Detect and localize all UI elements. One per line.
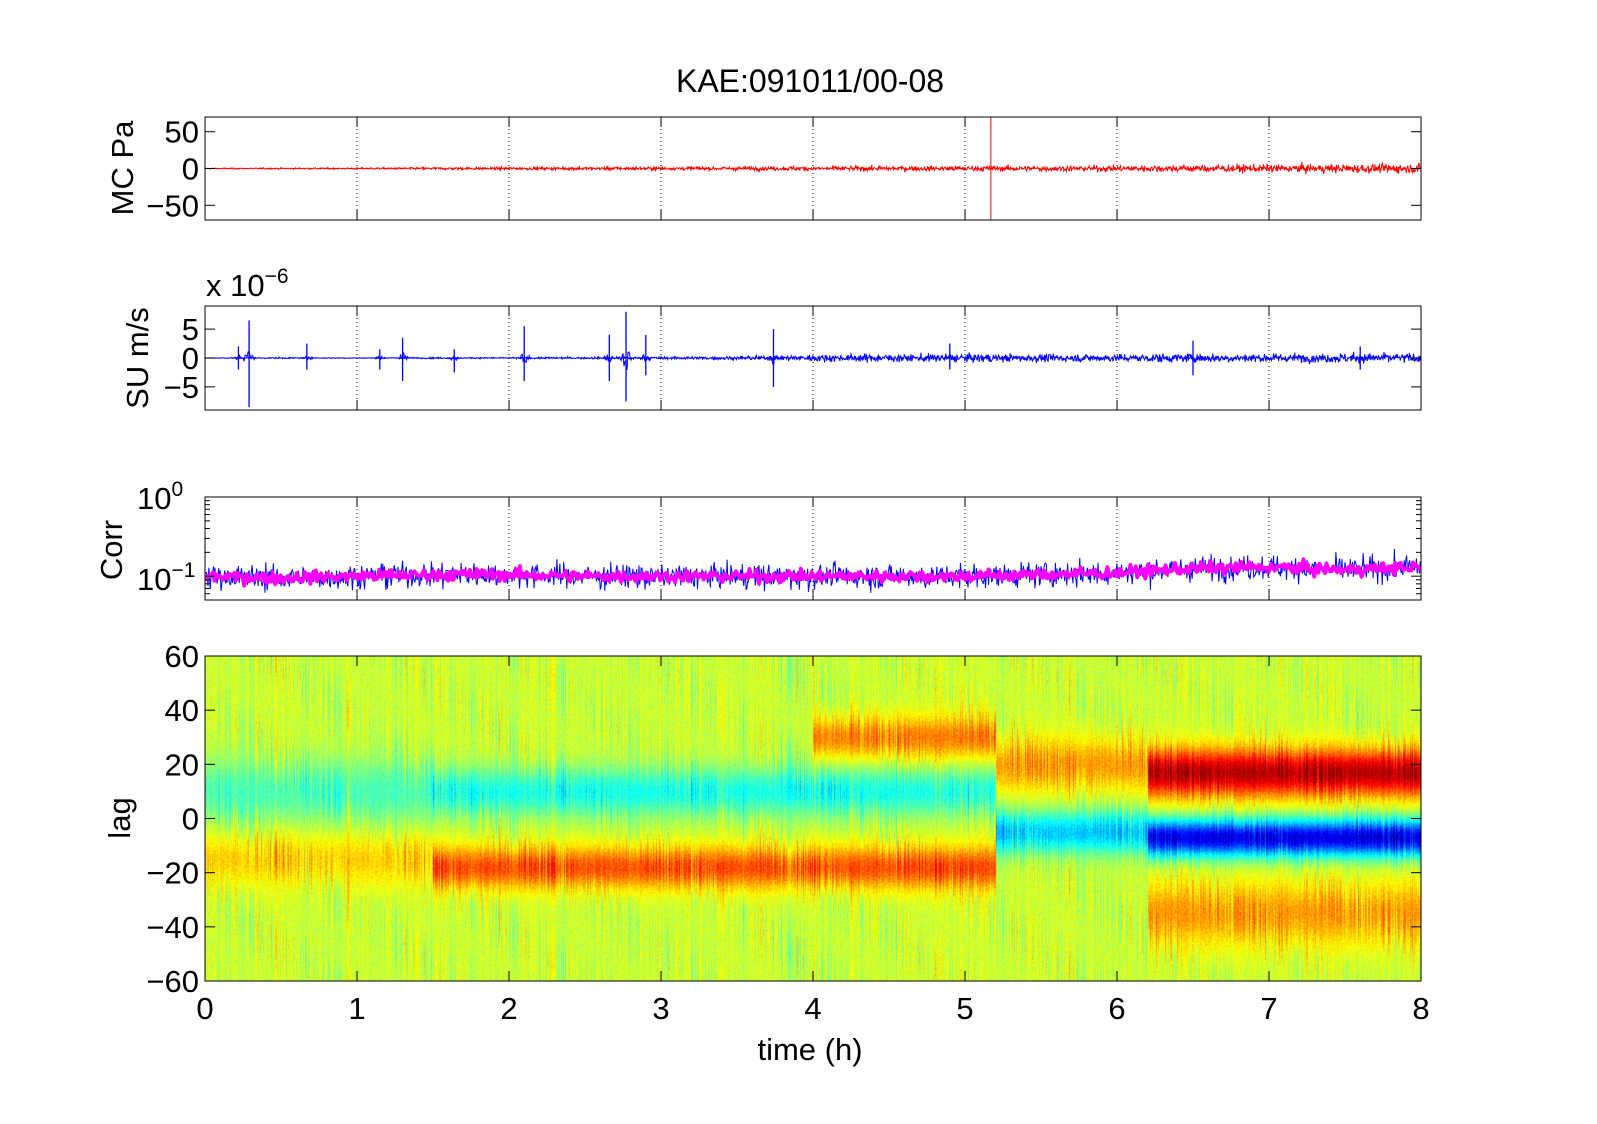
y-tick-label: 5 bbox=[182, 312, 199, 347]
lag-panel: −60 −40 −20 0 20 40 60 0 1 2 3 4 5 6 7 8 lag time (h) bbox=[102, 639, 1430, 1067]
su-burst-wiggle bbox=[300, 355, 314, 361]
y-tick-label: −40 bbox=[146, 910, 199, 945]
x-tick-label: 7 bbox=[1260, 991, 1277, 1026]
su-burst-wiggle bbox=[619, 351, 633, 371]
su-plot-area bbox=[205, 311, 1421, 408]
y-tick-label: 20 bbox=[165, 747, 199, 782]
x-tick-label: 4 bbox=[804, 991, 821, 1026]
y-tick-label: −5 bbox=[164, 370, 199, 405]
lag-heatmap-container bbox=[205, 656, 1421, 981]
su-burst-wiggle bbox=[602, 354, 616, 363]
su-ticks: −505 bbox=[164, 306, 1422, 410]
y-tick-label: 60 bbox=[165, 639, 199, 674]
figure-title: KAE:091011/00-08 bbox=[676, 63, 944, 99]
mc-pressure-trace bbox=[205, 161, 1421, 175]
su-burst-wiggle bbox=[1353, 354, 1367, 361]
y-tick-label: 0 bbox=[182, 152, 199, 187]
corr-ytick-label-bottom: 10−1 bbox=[137, 559, 195, 597]
su-burst-wiggle bbox=[517, 353, 531, 363]
y-tick-label: 0 bbox=[182, 341, 199, 376]
lag-xlabel: time (h) bbox=[757, 1032, 862, 1067]
corr-plot-area bbox=[205, 548, 1421, 593]
corr-ytick-label-top: 100 bbox=[137, 478, 183, 516]
su-burst-wiggle bbox=[373, 355, 387, 361]
x-tick-label: 1 bbox=[348, 991, 365, 1026]
su-burst-wiggle bbox=[396, 352, 409, 362]
x-tick-label: 5 bbox=[956, 991, 973, 1026]
corr-ylabel: Corr bbox=[94, 520, 129, 580]
su-burst-wiggle bbox=[943, 356, 957, 360]
corr-panel: 100 10−1 Corr bbox=[94, 478, 1422, 601]
su-burst-wiggle bbox=[232, 354, 245, 363]
y-tick-label: 50 bbox=[165, 115, 199, 150]
su-ylabel: SU m/s bbox=[120, 307, 155, 409]
su-burst-wiggle bbox=[1186, 354, 1200, 363]
corr-grid bbox=[356, 497, 1270, 600]
lag-ylabel: lag bbox=[102, 797, 137, 838]
y-tick-label: −60 bbox=[146, 964, 199, 999]
mc-plot-area bbox=[205, 117, 1421, 220]
x-tick-label: 2 bbox=[500, 991, 517, 1026]
y-tick-label: 0 bbox=[182, 802, 199, 837]
su-burst-wiggle bbox=[242, 351, 256, 362]
lag-heatmap bbox=[205, 656, 1421, 981]
su-exponent-power: −6 bbox=[265, 265, 289, 288]
x-tick-label: 0 bbox=[196, 991, 213, 1026]
corr-ticks bbox=[204, 496, 1422, 601]
y-tick-label: −50 bbox=[146, 188, 199, 223]
su-exponent-label: x 10−6 bbox=[206, 265, 289, 303]
y-tick-label: −20 bbox=[146, 856, 199, 891]
su-panel: −505 SU m/s x 10−6 bbox=[120, 265, 1422, 411]
mc-ylabel: MC Pa bbox=[105, 120, 140, 216]
lag-ticks: −60 −40 −20 0 20 40 60 0 1 2 3 4 5 6 7 8 bbox=[146, 639, 1429, 1026]
su-burst-wiggle bbox=[767, 355, 780, 366]
y-tick-label: 40 bbox=[165, 693, 199, 728]
su-exponent-base: x 10 bbox=[206, 268, 265, 303]
su-burst-wiggle bbox=[448, 355, 461, 362]
corr-smoothed-trace bbox=[205, 557, 1421, 588]
x-tick-label: 3 bbox=[652, 991, 669, 1026]
su-burst-wiggle bbox=[639, 353, 652, 362]
x-tick-label: 8 bbox=[1412, 991, 1429, 1026]
x-tick-label: 6 bbox=[1108, 991, 1125, 1026]
